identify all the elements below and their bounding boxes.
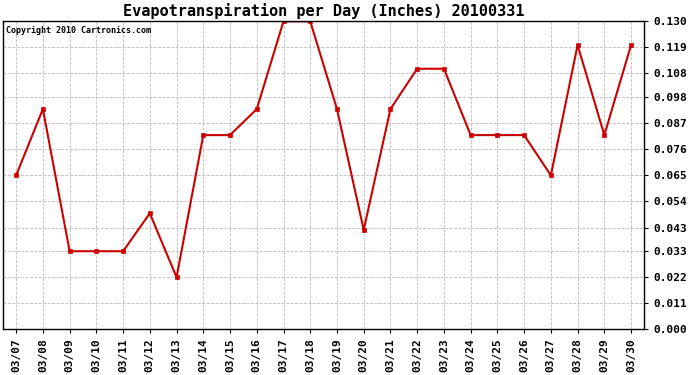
Text: Copyright 2010 Cartronics.com: Copyright 2010 Cartronics.com (6, 26, 151, 35)
Title: Evapotranspiration per Day (Inches) 20100331: Evapotranspiration per Day (Inches) 2010… (123, 3, 524, 19)
